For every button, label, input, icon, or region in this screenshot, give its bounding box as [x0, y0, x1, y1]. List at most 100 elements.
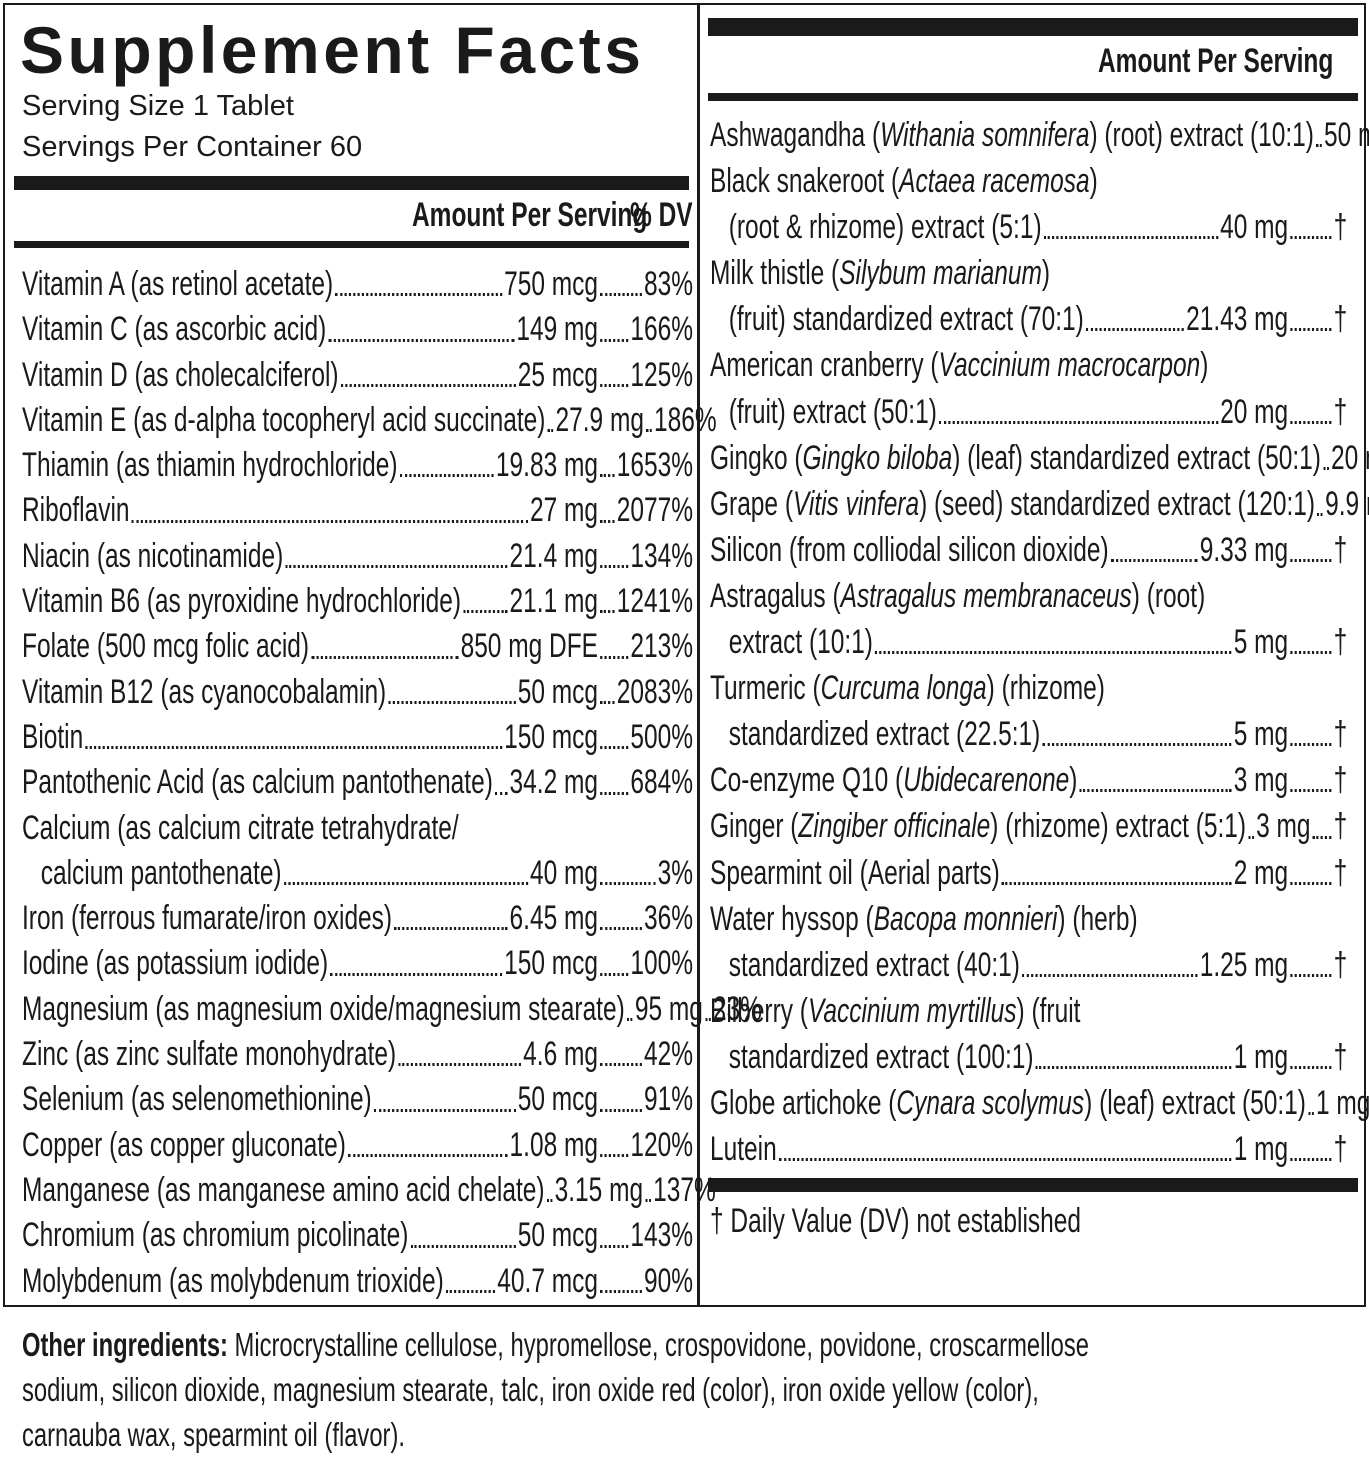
ingredient-name: Thiamin (as thiamin hydrochloride)	[22, 446, 398, 485]
row-line: Vitamin B6 (as pyroxidine hydrochloride)…	[22, 579, 693, 624]
daily-value: 42%	[644, 1035, 694, 1074]
leader	[1042, 711, 1232, 747]
amount: 9.9 mg	[1325, 484, 1369, 523]
row-line: Black snakeroot (Actaea racemosa)	[710, 158, 1347, 204]
row-line: Spearmint oil (Aerial parts) 2 mg †	[710, 850, 1347, 896]
leader	[1290, 850, 1332, 885]
name-part: Ginger (	[710, 807, 799, 846]
leader	[1110, 527, 1198, 562]
leader	[600, 896, 642, 931]
name-part: ) (leaf) extract (50:1)	[1084, 1083, 1306, 1122]
amount: 27.9 mg	[555, 400, 644, 439]
amount: 6.45 mg	[509, 899, 598, 938]
panel-border	[3, 3, 1366, 1307]
dv-cell: †	[1288, 711, 1347, 757]
rule	[708, 93, 1358, 101]
dv-cell: 500%	[598, 715, 693, 760]
leader	[1316, 112, 1322, 148]
row-line: Lutein 1 mg †	[710, 1126, 1347, 1172]
leader	[600, 262, 642, 297]
ingredient-name: Selenium (as selenomethionine)	[22, 1080, 372, 1119]
ingredient-name: Milk thistle (Silybum marianum)	[710, 250, 1050, 296]
name-part: standardized extract (22.5:1)	[728, 715, 1041, 754]
row-line: Chromium (as chromium picolinate) 50 mcg 1…	[22, 1213, 693, 1258]
latin-name: Vaccinium myrtillus	[807, 991, 1017, 1030]
amount-header: Amount Per Serving	[412, 196, 648, 234]
amount: 3.15 mg	[554, 1170, 644, 1209]
daily-value: †	[1333, 530, 1348, 569]
row-line: Iron (ferrous fumarate/iron oxides) 6.45 …	[22, 896, 693, 941]
ingredient-name: American cranberry (Vaccinium macrocarpo…	[710, 342, 1208, 388]
latin-name: Gingko biloba	[802, 438, 953, 477]
leader	[600, 1259, 642, 1293]
dv-cell: †	[1288, 942, 1347, 988]
amount: 21.4 mg	[509, 536, 598, 575]
ingredient-name: Astragalus (Astragalus membranaceus) (ro…	[710, 573, 1205, 619]
daily-value: 91%	[644, 1080, 694, 1119]
amount: 95 mg	[634, 989, 703, 1028]
dv-cell: 23%	[703, 987, 762, 1032]
leader	[778, 1126, 1232, 1162]
daily-value: †	[1333, 853, 1348, 892]
leader	[1308, 1080, 1314, 1116]
daily-value: 186%	[654, 400, 717, 439]
amount: 20 mg	[1220, 392, 1289, 431]
name-part: ) (seed) standardized extract (120:1)	[919, 484, 1316, 523]
daily-value: 2083%	[616, 672, 694, 711]
name-part: )	[1041, 254, 1051, 293]
amount: 27 mg	[529, 491, 598, 530]
dv-cell: 143%	[598, 1213, 693, 1258]
row-line: Co-enzyme Q10 (Ubidecarenone) 3 mg †	[710, 757, 1347, 803]
title: Supplement Facts	[20, 13, 645, 87]
latin-name: Zingiber officinale	[798, 807, 991, 846]
daily-value: 1241%	[616, 582, 694, 621]
leader	[645, 1168, 652, 1203]
leader	[546, 1168, 553, 1203]
name-part: American cranberry (	[710, 346, 939, 385]
amount: 5 mg	[1233, 623, 1289, 662]
ingredient-name: Chromium (as chromium picolinate)	[22, 1216, 409, 1255]
leader	[131, 488, 528, 523]
ingredient-name: Folate (500 mcg folic acid)	[22, 627, 310, 666]
ingredient-name: Silicon (from colliodal silicon dioxide)	[710, 527, 1109, 573]
daily-value: 36%	[644, 899, 694, 938]
leader	[600, 307, 629, 342]
amount: 21.43 mg	[1186, 300, 1289, 339]
ingredient-name: Pantothenic Acid (as calcium pantothenat…	[22, 763, 493, 802]
latin-name: Vitis vinfera	[792, 484, 920, 523]
row-line: Niacin (as nicotinamide) 21.4 mg 134%	[22, 534, 693, 579]
row-line: Grape (Vitis vinfera) (seed) standardize…	[710, 481, 1369, 527]
leader	[600, 443, 615, 478]
name-part: (fruit) extract (50:1)	[728, 392, 937, 431]
row-line: Turmeric (Curcuma longa) (rhizome)	[710, 665, 1347, 711]
footnote: † Daily Value (DV) not established	[710, 1202, 1082, 1240]
row-line: Biotin 150 mcg 500%	[22, 715, 693, 760]
leader	[399, 443, 494, 478]
leader	[1290, 711, 1332, 747]
row-line: Copper (as copper gluconate) 1.08 mg 120%	[22, 1123, 693, 1168]
leader	[626, 987, 633, 1022]
amount: 850 mg DFE	[460, 627, 598, 666]
row-line: Magnesium (as magnesium oxide/magnesium …	[22, 987, 762, 1032]
name-part: )	[1089, 162, 1098, 201]
daily-value: †	[1333, 807, 1348, 846]
daily-value: †	[1333, 392, 1348, 431]
leader	[328, 307, 515, 342]
daily-value: †	[1333, 761, 1348, 800]
row-line: Molybdenum (as molybdenum trioxide) 40.7 …	[22, 1259, 693, 1304]
name-part: ) (rhizome) extract (5:1)	[990, 807, 1247, 846]
amount: 9.33 mg	[1199, 530, 1289, 569]
name-part: (root & rhizome) extract (5:1)	[728, 208, 1042, 247]
amount: 150 mcg	[504, 944, 598, 983]
leader	[410, 1213, 516, 1248]
amount-header: Amount Per Serving	[1098, 42, 1334, 80]
row-line: standardized extract (22.5:1) 5 mg †	[710, 711, 1347, 757]
leader	[373, 1077, 516, 1112]
leader	[1079, 757, 1232, 793]
daily-value: †	[1333, 715, 1348, 754]
latin-name: Silybum marianum	[839, 254, 1042, 293]
leader	[600, 851, 656, 886]
ingredient-name: (fruit) standardized extract (70:1)	[729, 296, 1084, 342]
ingredient-name: calcium pantothenate)	[40, 853, 282, 892]
ingredient-name: Copper (as copper gluconate)	[22, 1125, 346, 1164]
